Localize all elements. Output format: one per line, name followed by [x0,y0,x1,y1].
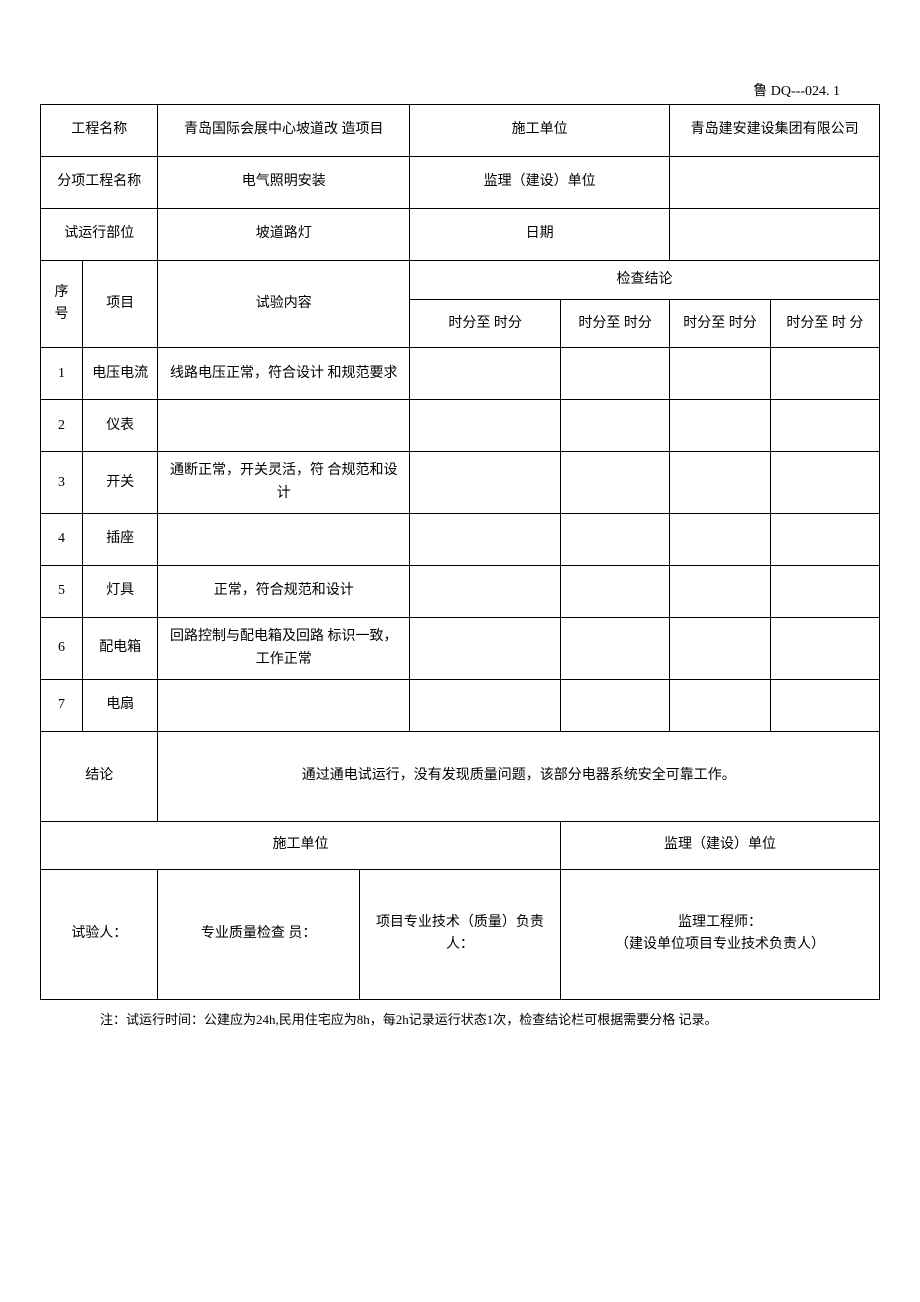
trial-part-label: 试运行部位 [41,209,158,261]
cell-result3 [670,618,771,680]
col-time2: 时分至 时分 [561,300,670,348]
conclusion-label: 结论 [41,731,158,821]
cell-result1 [410,400,561,452]
sig-qc: 专业质量检查 员： [158,869,359,999]
supervision-unit-label: 监理（建设）单位 [410,157,670,209]
sig-supervisor: 监理工程师： （建设单位项目专业技术负责人） [561,869,880,999]
cell-item: 电压电流 [82,348,158,400]
table-row: 7电扇 [41,679,880,731]
cell-result3 [670,452,771,514]
col-item: 项目 [82,261,158,348]
cell-result4 [770,618,879,680]
table-row: 3开关通断正常，开关灵活，符 合规范和设计 [41,452,880,514]
table-row: 4插座 [41,514,880,566]
cell-result2 [561,514,670,566]
date-value [670,209,880,261]
footnote: 注：试运行时间：公建应为24h,民用住宅应为8h，每2h记录运行状态1次，检查结… [40,1010,880,1031]
cell-result4 [770,348,879,400]
cell-result1 [410,618,561,680]
cell-content [158,400,410,452]
construction-unit-label: 施工单位 [410,105,670,157]
cell-item: 电扇 [82,679,158,731]
date-label: 日期 [410,209,670,261]
cell-result1 [410,566,561,618]
table-row: 6配电箱回路控制与配电箱及回路 标识一致，工作正常 [41,618,880,680]
project-name-label: 工程名称 [41,105,158,157]
supervision-unit-value [670,157,880,209]
cell-result1 [410,514,561,566]
cell-item: 插座 [82,514,158,566]
cell-result4 [770,400,879,452]
cell-result2 [561,566,670,618]
cell-result2 [561,679,670,731]
cell-seq: 4 [41,514,83,566]
cell-result1 [410,348,561,400]
col-time1: 时分至 时分 [410,300,561,348]
cell-result3 [670,348,771,400]
sig-tech-lead: 项目专业技术（质量）负责人： [359,869,560,999]
cell-seq: 6 [41,618,83,680]
sig-tester: 试验人： [41,869,158,999]
table-row: 1电压电流线路电压正常，符合设计 和规范要求 [41,348,880,400]
sub-project-value: 电气照明安装 [158,157,410,209]
cell-content [158,679,410,731]
cell-item: 仪表 [82,400,158,452]
table-row: 2仪表 [41,400,880,452]
cell-content: 回路控制与配电箱及回路 标识一致，工作正常 [158,618,410,680]
cell-result1 [410,679,561,731]
col-seq: 序 号 [41,261,83,348]
project-name-value: 青岛国际会展中心坡道改 造项目 [158,105,410,157]
col-time4: 时分至 时 分 [770,300,879,348]
col-time3: 时分至 时分 [670,300,771,348]
cell-result2 [561,348,670,400]
cell-item: 配电箱 [82,618,158,680]
cell-result3 [670,679,771,731]
cell-result3 [670,514,771,566]
cell-seq: 1 [41,348,83,400]
trial-part-value: 坡道路灯 [158,209,410,261]
conclusion-value: 通过通电试运行，没有发现质量问题，该部分电器系统安全可靠工作。 [158,731,880,821]
cell-result3 [670,566,771,618]
cell-seq: 5 [41,566,83,618]
document-code: 鲁 DQ---024. 1 [40,80,880,100]
sig-supervisor-line1: 监理工程师： [678,915,762,930]
col-result: 检查结论 [410,261,880,300]
col-content: 试验内容 [158,261,410,348]
cell-result1 [410,452,561,514]
cell-result4 [770,679,879,731]
cell-content: 通断正常，开关灵活，符 合规范和设计 [158,452,410,514]
cell-content: 正常，符合规范和设计 [158,566,410,618]
cell-content [158,514,410,566]
table-row: 5灯具正常，符合规范和设计 [41,566,880,618]
cell-seq: 7 [41,679,83,731]
cell-content: 线路电压正常，符合设计 和规范要求 [158,348,410,400]
cell-result4 [770,566,879,618]
cell-result2 [561,452,670,514]
cell-result2 [561,618,670,680]
cell-result4 [770,452,879,514]
cell-seq: 3 [41,452,83,514]
sub-project-label: 分项工程名称 [41,157,158,209]
cell-item: 开关 [82,452,158,514]
cell-result2 [561,400,670,452]
cell-result3 [670,400,771,452]
sig-construction-header: 施工单位 [41,821,561,869]
sig-supervision-header: 监理（建设）单位 [561,821,880,869]
cell-item: 灯具 [82,566,158,618]
construction-unit-value: 青岛建安建设集团有限公司 [670,105,880,157]
cell-result4 [770,514,879,566]
sig-supervisor-line2: （建设单位项目专业技术负责人） [615,937,825,952]
inspection-form-table: 工程名称 青岛国际会展中心坡道改 造项目 施工单位 青岛建安建设集团有限公司 分… [40,104,880,1000]
cell-seq: 2 [41,400,83,452]
